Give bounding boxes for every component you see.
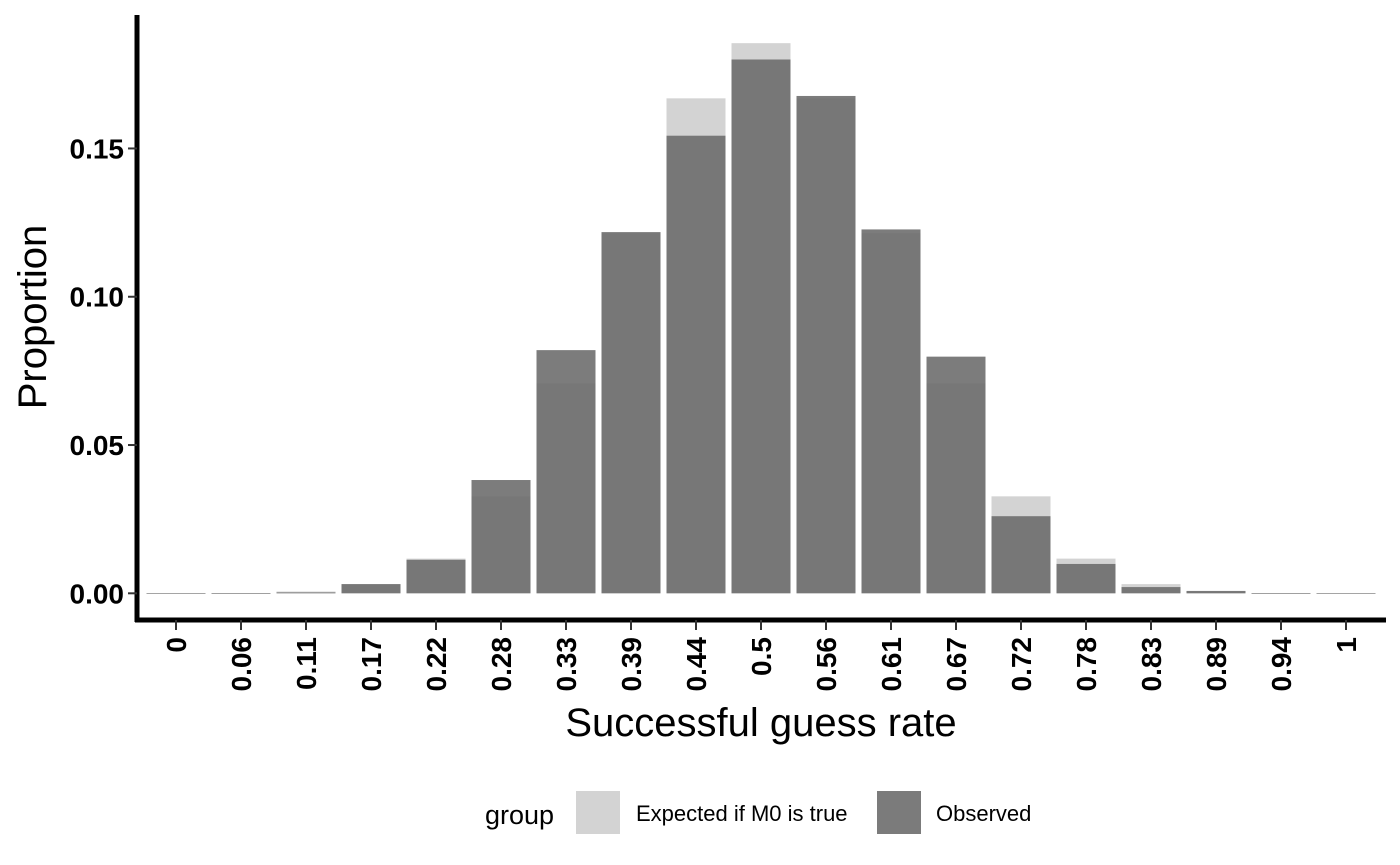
bar-observed-0.17 xyxy=(341,584,401,594)
bar-observed-0.83 xyxy=(1121,587,1181,594)
legend-label-observed: Observed xyxy=(936,801,1031,826)
bar-observed-0.44 xyxy=(666,135,726,594)
x-tick-label: 0.89 xyxy=(1201,637,1232,692)
x-tick-label: 0.28 xyxy=(486,637,517,692)
bar-observed-0.56 xyxy=(796,95,856,594)
x-ticks: 0 0.06 0.11 0.17 0.22 0.28 0.33 0.39 0.44 0.5 0.56… xyxy=(161,620,1362,692)
x-tick-label: 0.39 xyxy=(616,637,647,692)
bar-observed-0.5 xyxy=(731,59,791,594)
x-axis-title: Successful guess rate xyxy=(565,701,956,745)
x-tick-label: 0.94 xyxy=(1266,637,1297,692)
bar-observed-0.89 xyxy=(1186,590,1246,594)
x-tick-label: 1 xyxy=(1331,637,1362,653)
y-tick-label: 0.05 xyxy=(70,430,125,461)
bar-observed-0.39 xyxy=(601,232,661,594)
bar-observed-1 xyxy=(1316,593,1376,594)
y-axis-title: Proportion xyxy=(11,225,55,410)
x-tick-label: 0.33 xyxy=(551,637,582,692)
bar-observed-0.06 xyxy=(211,593,271,594)
x-tick-label: 0.06 xyxy=(226,637,257,692)
x-tick-label: 0.78 xyxy=(1071,637,1102,692)
bar-observed-0 xyxy=(146,593,206,594)
x-tick-label: 0.17 xyxy=(356,637,387,692)
x-tick-label: 0.44 xyxy=(681,637,712,692)
legend-key-observed xyxy=(877,791,921,834)
x-tick-label: 0 xyxy=(161,637,192,653)
bar-observed-0.67 xyxy=(926,356,986,594)
x-tick-label: 0.72 xyxy=(1006,637,1037,692)
x-tick-label: 0.22 xyxy=(421,637,452,692)
bar-observed-0.33 xyxy=(536,350,596,594)
legend-key-expected xyxy=(576,791,620,834)
bar-observed-0.22 xyxy=(406,559,466,594)
y-tick-label: 0.15 xyxy=(70,133,125,164)
bar-observed-0.28 xyxy=(471,480,531,594)
x-tick-label: 0.11 xyxy=(291,637,322,690)
legend-title: group xyxy=(485,800,554,830)
y-ticks: 0.00 0.05 0.10 0.15 xyxy=(70,133,137,609)
x-tick-label: 0.5 xyxy=(746,637,777,676)
x-tick-label: 0.56 xyxy=(811,637,842,692)
legend-label-expected: Expected if M0 is true xyxy=(636,801,848,826)
x-tick-label: 0.83 xyxy=(1136,637,1167,692)
bar-observed-0.78 xyxy=(1056,563,1116,594)
x-tick-label: 0.67 xyxy=(941,637,972,692)
y-tick-label: 0.00 xyxy=(70,578,125,609)
y-tick-label: 0.10 xyxy=(70,282,125,313)
x-tick-label: 0.61 xyxy=(876,637,907,692)
legend: group Expected if M0 is true Observed xyxy=(485,791,1031,834)
bar-observed-0.61 xyxy=(861,229,921,594)
bar-observed-0.94 xyxy=(1251,593,1311,594)
bars-layer xyxy=(146,43,1376,594)
bar-observed-0.72 xyxy=(991,516,1051,594)
bar-observed-0.11 xyxy=(276,592,336,594)
